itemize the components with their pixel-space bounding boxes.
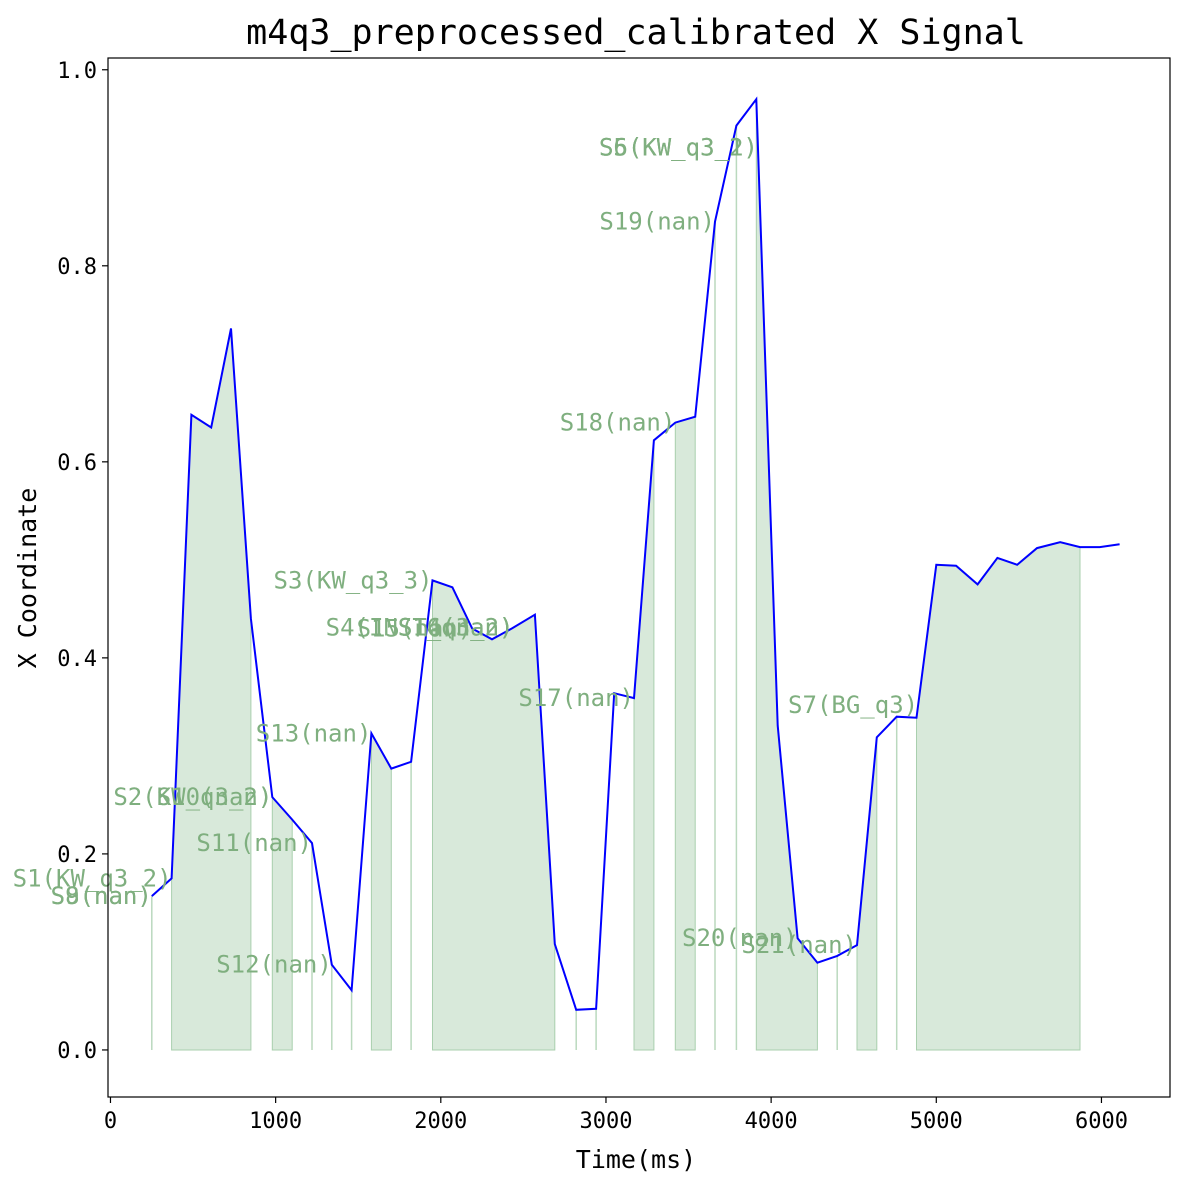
segment-label-10: S10(nan) bbox=[157, 783, 273, 811]
segment-label-7: S7(BG_q3) bbox=[788, 691, 918, 719]
segment-label-5: S5(KW_q3_1) bbox=[599, 133, 758, 161]
segment-label-4: S4(INST_q3_2) bbox=[326, 614, 514, 642]
segment-labels: S1(KW_q3_2) S2(KW_q3_2) S3(KW_q3_3) S4(INST… bbox=[13, 133, 918, 978]
chart-title: m4q3_preprocessed_calibrated X Signal bbox=[246, 13, 1026, 53]
x-tick-label: 6000 bbox=[1075, 1109, 1128, 1134]
y-tick-label: 0.0 bbox=[57, 1039, 97, 1064]
segment-label-17: S17(nan) bbox=[518, 684, 634, 712]
x-tick-label: 5000 bbox=[910, 1109, 963, 1134]
segment-band-8 bbox=[856, 737, 878, 1051]
segment-label-12: S12(nan) bbox=[216, 951, 332, 979]
segment-label-9: S9(nan) bbox=[51, 882, 152, 910]
plot-frame bbox=[107, 57, 1171, 1098]
segment-band-3 bbox=[370, 731, 392, 1051]
segment-label-14: S14(nan) bbox=[398, 614, 514, 642]
segment-band-7 bbox=[755, 99, 818, 1051]
segment-label-8: S8(nan) bbox=[51, 882, 152, 910]
segment-label-18: S18(nan) bbox=[560, 409, 676, 437]
plot-area: S1(KW_q3_2) S2(KW_q3_2) S3(KW_q3_3) S4(INST… bbox=[13, 96, 1120, 1051]
y-tick-label: 0.8 bbox=[57, 255, 97, 280]
segment-label-20: S20(nan) bbox=[682, 924, 798, 952]
segment-label-11: S11(nan) bbox=[196, 829, 312, 857]
segment-label-15: S15(nan) bbox=[357, 615, 473, 643]
segment-band-9 bbox=[916, 541, 1081, 1051]
x-axis-ticks: 0 1000 2000 3000 4000 5000 6000 bbox=[104, 1097, 1128, 1134]
x-axis-label: Time(ms) bbox=[576, 1145, 696, 1174]
y-tick-label: 0.2 bbox=[57, 843, 97, 868]
segment-band-6 bbox=[674, 416, 696, 1051]
y-tick-label: 1.0 bbox=[57, 59, 97, 84]
segment-label-2: S2(KW_q3_2) bbox=[113, 783, 272, 811]
vlines-layer bbox=[151, 125, 898, 1050]
segment-label-19: S19(nan) bbox=[599, 208, 715, 236]
signal-line bbox=[151, 96, 1120, 1011]
y-tick-label: 0.6 bbox=[57, 451, 97, 476]
segment-label-21: S21(nan) bbox=[741, 931, 857, 959]
y-tick-label: 0.4 bbox=[57, 647, 97, 672]
segment-label-3: S3(KW_q3_3) bbox=[274, 566, 433, 594]
y-axis-label: X Coordinate bbox=[13, 488, 42, 669]
segment-label-13: S13(nan) bbox=[256, 719, 372, 747]
segment-band-5 bbox=[633, 440, 655, 1051]
x-tick-label: 4000 bbox=[745, 1109, 798, 1134]
segment-label-1: S1(KW_q3_2) bbox=[13, 864, 172, 892]
x-tick-label: 3000 bbox=[579, 1109, 632, 1134]
segment-label-6: S6(KW_q3_2) bbox=[599, 133, 758, 161]
x-tick-label: 1000 bbox=[249, 1109, 302, 1134]
x-tick-label: 0 bbox=[104, 1109, 117, 1134]
segment-label-16: S16(nan) bbox=[398, 614, 514, 642]
x-tick-label: 2000 bbox=[414, 1109, 467, 1134]
y-axis-ticks: 0.0 0.2 0.4 0.6 0.8 1.0 bbox=[57, 59, 108, 1064]
